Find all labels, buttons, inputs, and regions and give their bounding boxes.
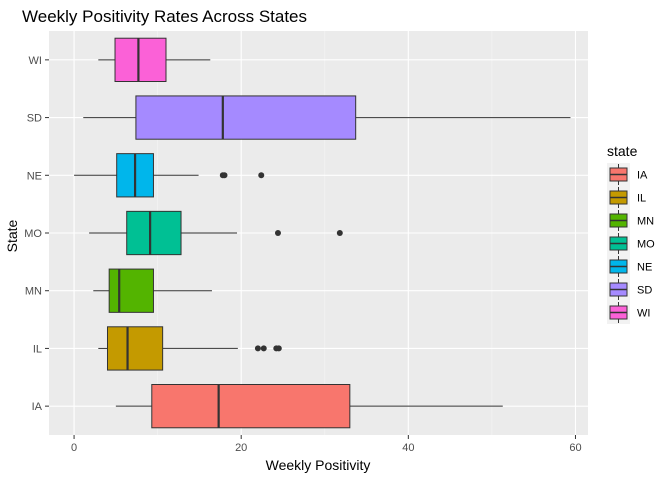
outlier-point <box>254 345 261 352</box>
y-tick-label: MN <box>25 286 42 298</box>
legend: state IA IL MN MO NE SD WI <box>607 143 655 324</box>
x-tick-label: 0 <box>71 442 77 454</box>
box-wi <box>98 37 211 82</box>
y-tick-label: WI <box>29 55 42 67</box>
x-axis: 0 20 40 60 <box>71 435 582 454</box>
box-iqr <box>114 37 167 82</box>
chart-title: Weekly Positivity Rates Across States <box>22 7 307 26</box>
outlier-point <box>258 172 265 179</box>
legend-item-mo: MO <box>607 232 655 255</box>
legend-label: IA <box>637 170 648 182</box>
outlier-point <box>221 172 228 179</box>
legend-label: IL <box>637 193 646 205</box>
legend-item-ne: NE <box>607 255 652 278</box>
y-axis: IA IL MN MO NE SD WI <box>24 55 49 413</box>
y-tick-label: IA <box>32 401 43 413</box>
box-iqr <box>151 384 351 429</box>
legend-item-sd: SD <box>607 278 652 301</box>
y-tick-label: NE <box>27 170 42 182</box>
outlier-point <box>274 230 281 236</box>
legend-label: MN <box>637 216 654 228</box>
box-mo <box>89 210 343 256</box>
box-iqr <box>106 326 164 371</box>
legend-item-wi: WI <box>607 301 650 324</box>
box-iqr <box>108 268 154 313</box>
box-iqr <box>135 95 357 140</box>
y-tick-label: SD <box>27 113 42 125</box>
x-axis-title: Weekly Positivity <box>266 457 371 473</box>
y-tick-label: IL <box>33 343 42 355</box>
x-tick-label: 20 <box>235 442 247 454</box>
legend-item-ia: IA <box>607 163 648 186</box>
legend-item-il: IL <box>607 186 646 209</box>
legend-label: SD <box>637 285 652 297</box>
legend-title: state <box>607 143 638 159</box>
outlier-point <box>260 345 267 352</box>
x-tick-label: 60 <box>569 442 581 454</box>
legend-label: NE <box>637 262 652 274</box>
y-axis-title: State <box>4 219 20 252</box>
legend-label: MO <box>637 239 655 251</box>
box-ia <box>115 384 503 429</box>
box-ne <box>74 153 265 198</box>
y-tick-label: MO <box>24 228 42 240</box>
x-tick-label: 40 <box>402 442 414 454</box>
outlier-point <box>275 345 282 352</box>
box-sd <box>83 95 571 140</box>
outlier-point <box>336 230 343 236</box>
legend-label: WI <box>637 308 650 320</box>
box-iqr <box>126 210 182 256</box>
boxes-layer <box>74 37 571 429</box>
box-mn <box>93 268 212 313</box>
box-il <box>98 326 282 371</box>
legend-item-mn: MN <box>607 209 654 232</box>
